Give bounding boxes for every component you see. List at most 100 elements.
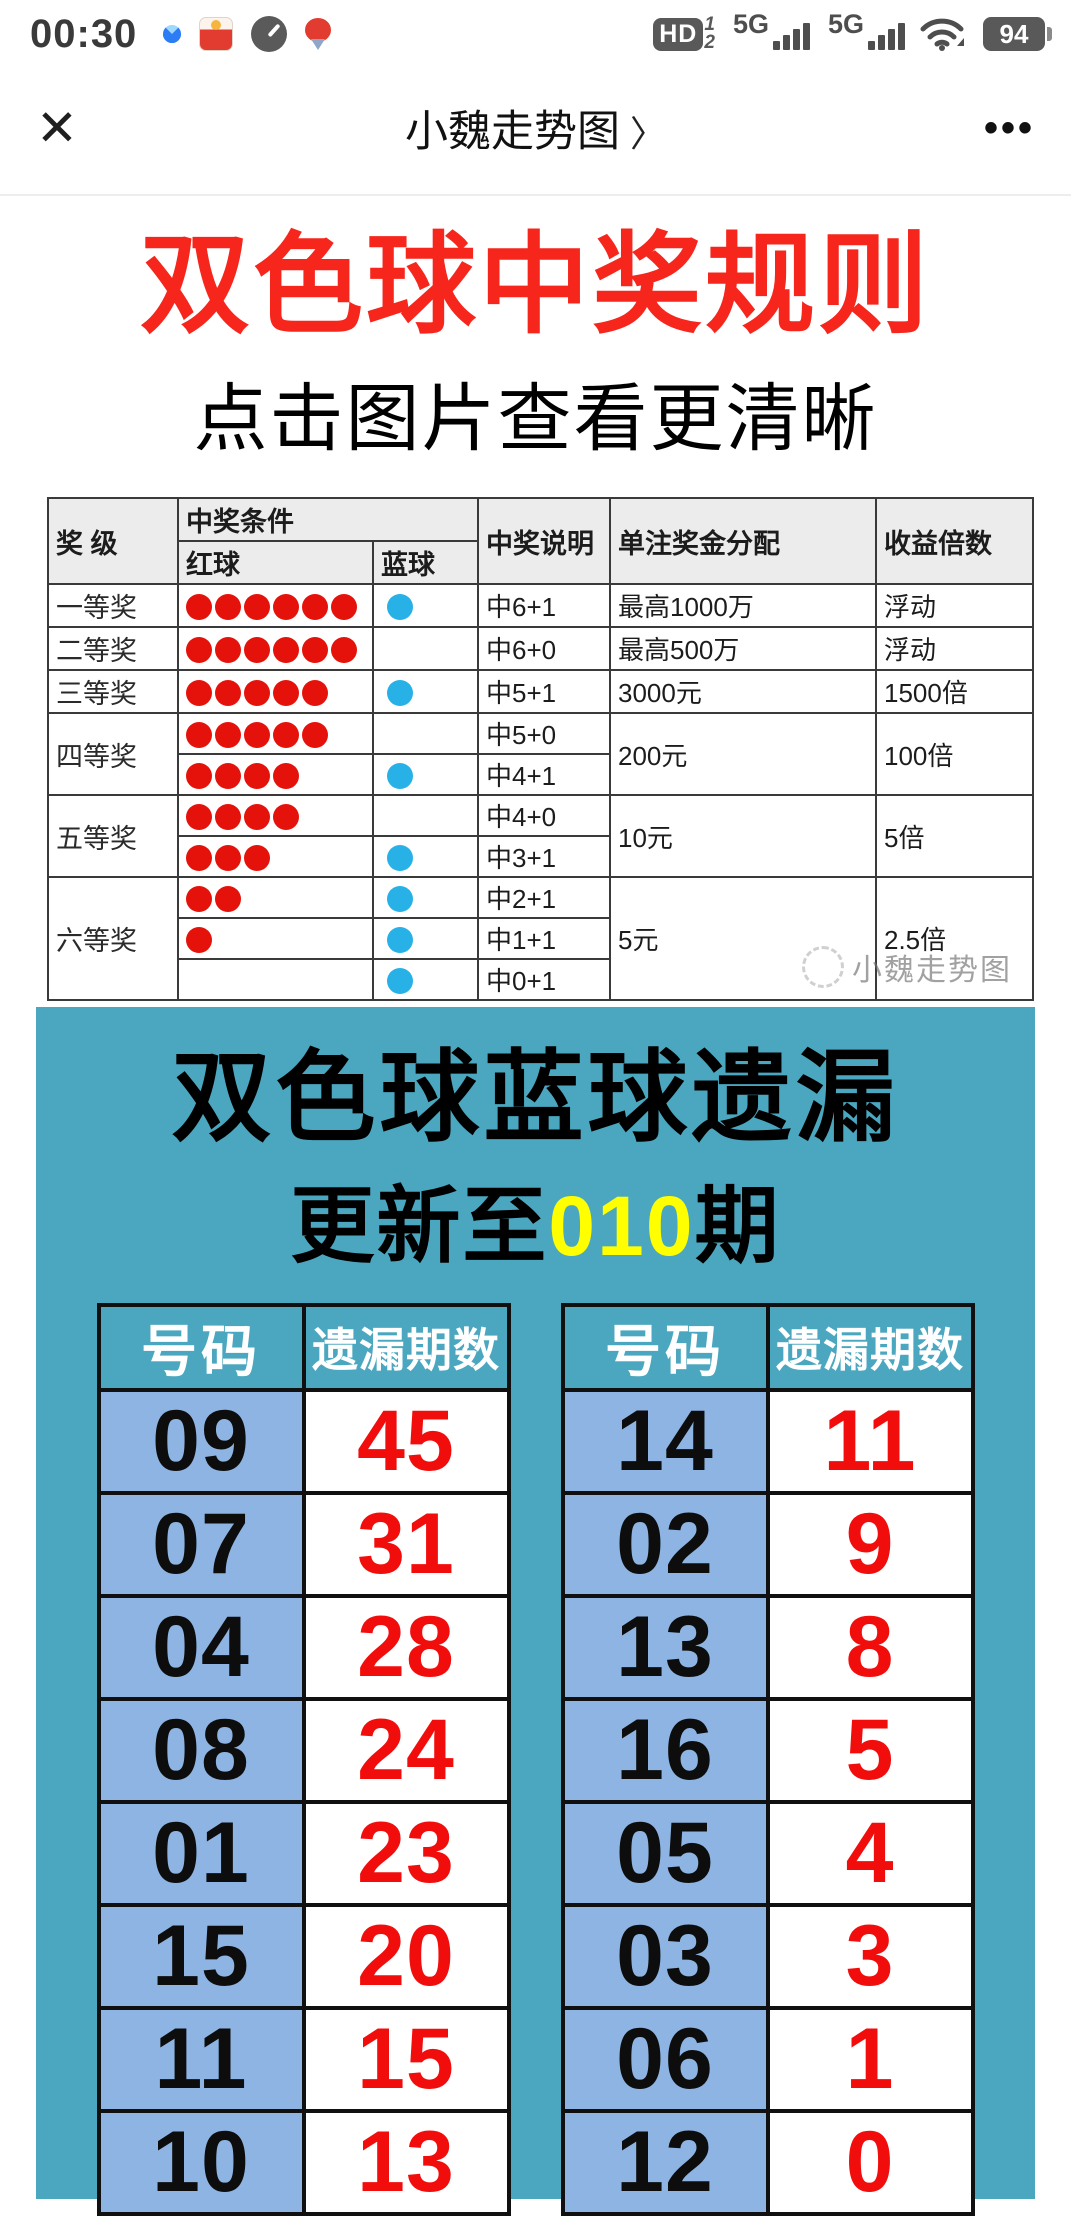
red-ball-icon [331,594,357,621]
miss-table-left: 号码 遗漏期数 09 45 07 31 04 28 08 24 01 23 15 20 11 15 10 13 [96,1302,511,2216]
red-balls-cell [177,669,374,715]
grade-cell: 一等奖 [47,583,179,629]
blue-ball-cell [372,753,479,797]
red-ball-icon [215,763,241,790]
blue-ball-cell [372,876,479,920]
header-condition: 中奖条件 [177,497,479,543]
grade-cell: 六等奖 [47,876,179,1002]
account-name: 小魏走势图 [404,108,620,156]
description-cell: 中6+0 [477,626,611,672]
article-title: 双色球中奖规则 [140,224,931,347]
chevron-right-icon: 〉 [629,113,666,154]
red-ball-icon [273,722,299,749]
column-header-miss: 遗漏期数 [301,1302,511,1392]
miss-row: 09 45 [96,1387,511,1495]
red-balls-cell [177,917,374,961]
update-prefix: 更新至 [290,1176,549,1276]
issue-number: 010 [548,1179,695,1274]
map-pin-notification-icon [305,18,332,50]
miss-count-cell: 15 [301,2005,511,2113]
red-ball-icon [302,637,328,664]
clock: 00:30 [30,11,138,56]
ball-number-cell: 09 [96,1387,306,1495]
lottery-app-notification-icon [199,17,234,51]
blue-ball-cell [372,712,479,756]
browser-notification-icon [163,25,182,43]
red-ball-icon [215,886,241,913]
red-balls-cell [177,626,374,672]
multiple-cell: 1500倍 [875,669,1034,715]
red-ball-icon [273,804,299,831]
red-ball-icon [215,845,241,872]
miss-row: 14 11 [560,1387,975,1495]
ball-number-cell: 10 [96,2108,306,2216]
rules-row: 中3+1 [48,835,1033,879]
signal-bars-icon [772,22,810,50]
grade-cell: 四等奖 [47,712,179,797]
red-ball-icon [215,722,241,749]
blue-ball-icon [387,594,413,621]
red-ball-icon [302,680,328,707]
description-cell: 中4+1 [477,753,611,797]
column-header-miss: 遗漏期数 [765,1302,975,1392]
prize-cell: 5元 [609,876,877,1002]
header-multiple: 收益倍数 [875,497,1034,586]
rules-table-image[interactable]: 奖 级 中奖条件 中奖说明 单注奖金分配 收益倍数 红球 蓝球 一等奖 中6+1 最… [47,497,1034,1002]
miss-row: 07 31 [96,1490,511,1598]
rules-row: 二等奖 中6+0 最高500万 浮动 [47,626,1034,672]
red-balls-cell [177,794,374,838]
miss-count-cell: 45 [301,1387,511,1495]
red-ball-icon [273,680,299,707]
red-ball-icon [186,763,212,790]
prize-cell: 最高1000万 [609,583,877,629]
blue-ball-miss-image[interactable]: 双色球蓝球遗漏 更新至010期 号码 遗漏期数 09 45 07 31 04 28 08 24… [36,1007,1035,2216]
miss-row: 11 15 [96,2005,511,2113]
red-ball-icon [273,594,299,621]
miss-count-cell: 3 [765,1902,975,2010]
close-button[interactable]: ✕ [36,100,78,156]
prize-cell: 3000元 [609,669,877,715]
signal-sim2: 5G [828,9,905,50]
speedometer-notification-icon [251,16,288,52]
red-ball-icon [186,637,212,664]
miss-row: 03 3 [560,1902,975,2010]
miss-row: 06 1 [560,2005,975,2113]
blue-ball-cell [372,583,479,629]
miss-tables: 号码 遗漏期数 09 45 07 31 04 28 08 24 01 23 15 20 11 15 10 13… [36,1302,1035,2216]
official-account-title[interactable]: 小魏走势图〉 [126,97,945,159]
multiple-cell: 100倍 [875,712,1034,797]
miss-row: 08 24 [96,1696,511,1804]
miss-count-cell: 1 [765,2005,975,2113]
red-balls-cell [177,753,374,797]
red-ball-icon [244,680,270,707]
miss-count-cell: 4 [765,1799,975,1907]
red-ball-icon [186,927,212,954]
rules-row: 三等奖 中5+1 3000元 1500倍 [47,669,1034,715]
blue-ball-icon [387,968,413,995]
prize-cell: 最高500万 [609,626,877,672]
description-cell: 中6+1 [477,583,611,629]
red-ball-icon [244,845,270,872]
ball-number-cell: 04 [96,1593,306,1701]
grade-cell: 五等奖 [47,794,179,879]
red-ball-icon [186,886,212,913]
ball-number-cell: 12 [560,2108,770,2216]
ball-number-cell: 16 [560,1696,770,1804]
grade-cell: 二等奖 [47,626,179,672]
more-menu-button[interactable]: ••• [983,105,1035,150]
hd-voice-icon: HD [653,17,704,51]
ball-number-cell: 07 [96,1490,306,1598]
red-balls-cell [177,712,374,756]
miss-count-cell: 9 [765,1490,975,1598]
red-ball-icon [244,637,270,664]
column-header-number: 号码 [560,1302,770,1392]
miss-row: 02 9 [560,1490,975,1598]
grade-cell: 三等奖 [47,669,179,715]
red-ball-icon [186,845,212,872]
blue-ball-icon [387,845,413,872]
miss-count-cell: 28 [301,1593,511,1701]
multiple-cell: 2.5倍 [875,876,1034,1002]
